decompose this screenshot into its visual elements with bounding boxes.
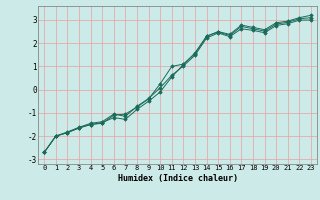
X-axis label: Humidex (Indice chaleur): Humidex (Indice chaleur) [118, 174, 238, 183]
